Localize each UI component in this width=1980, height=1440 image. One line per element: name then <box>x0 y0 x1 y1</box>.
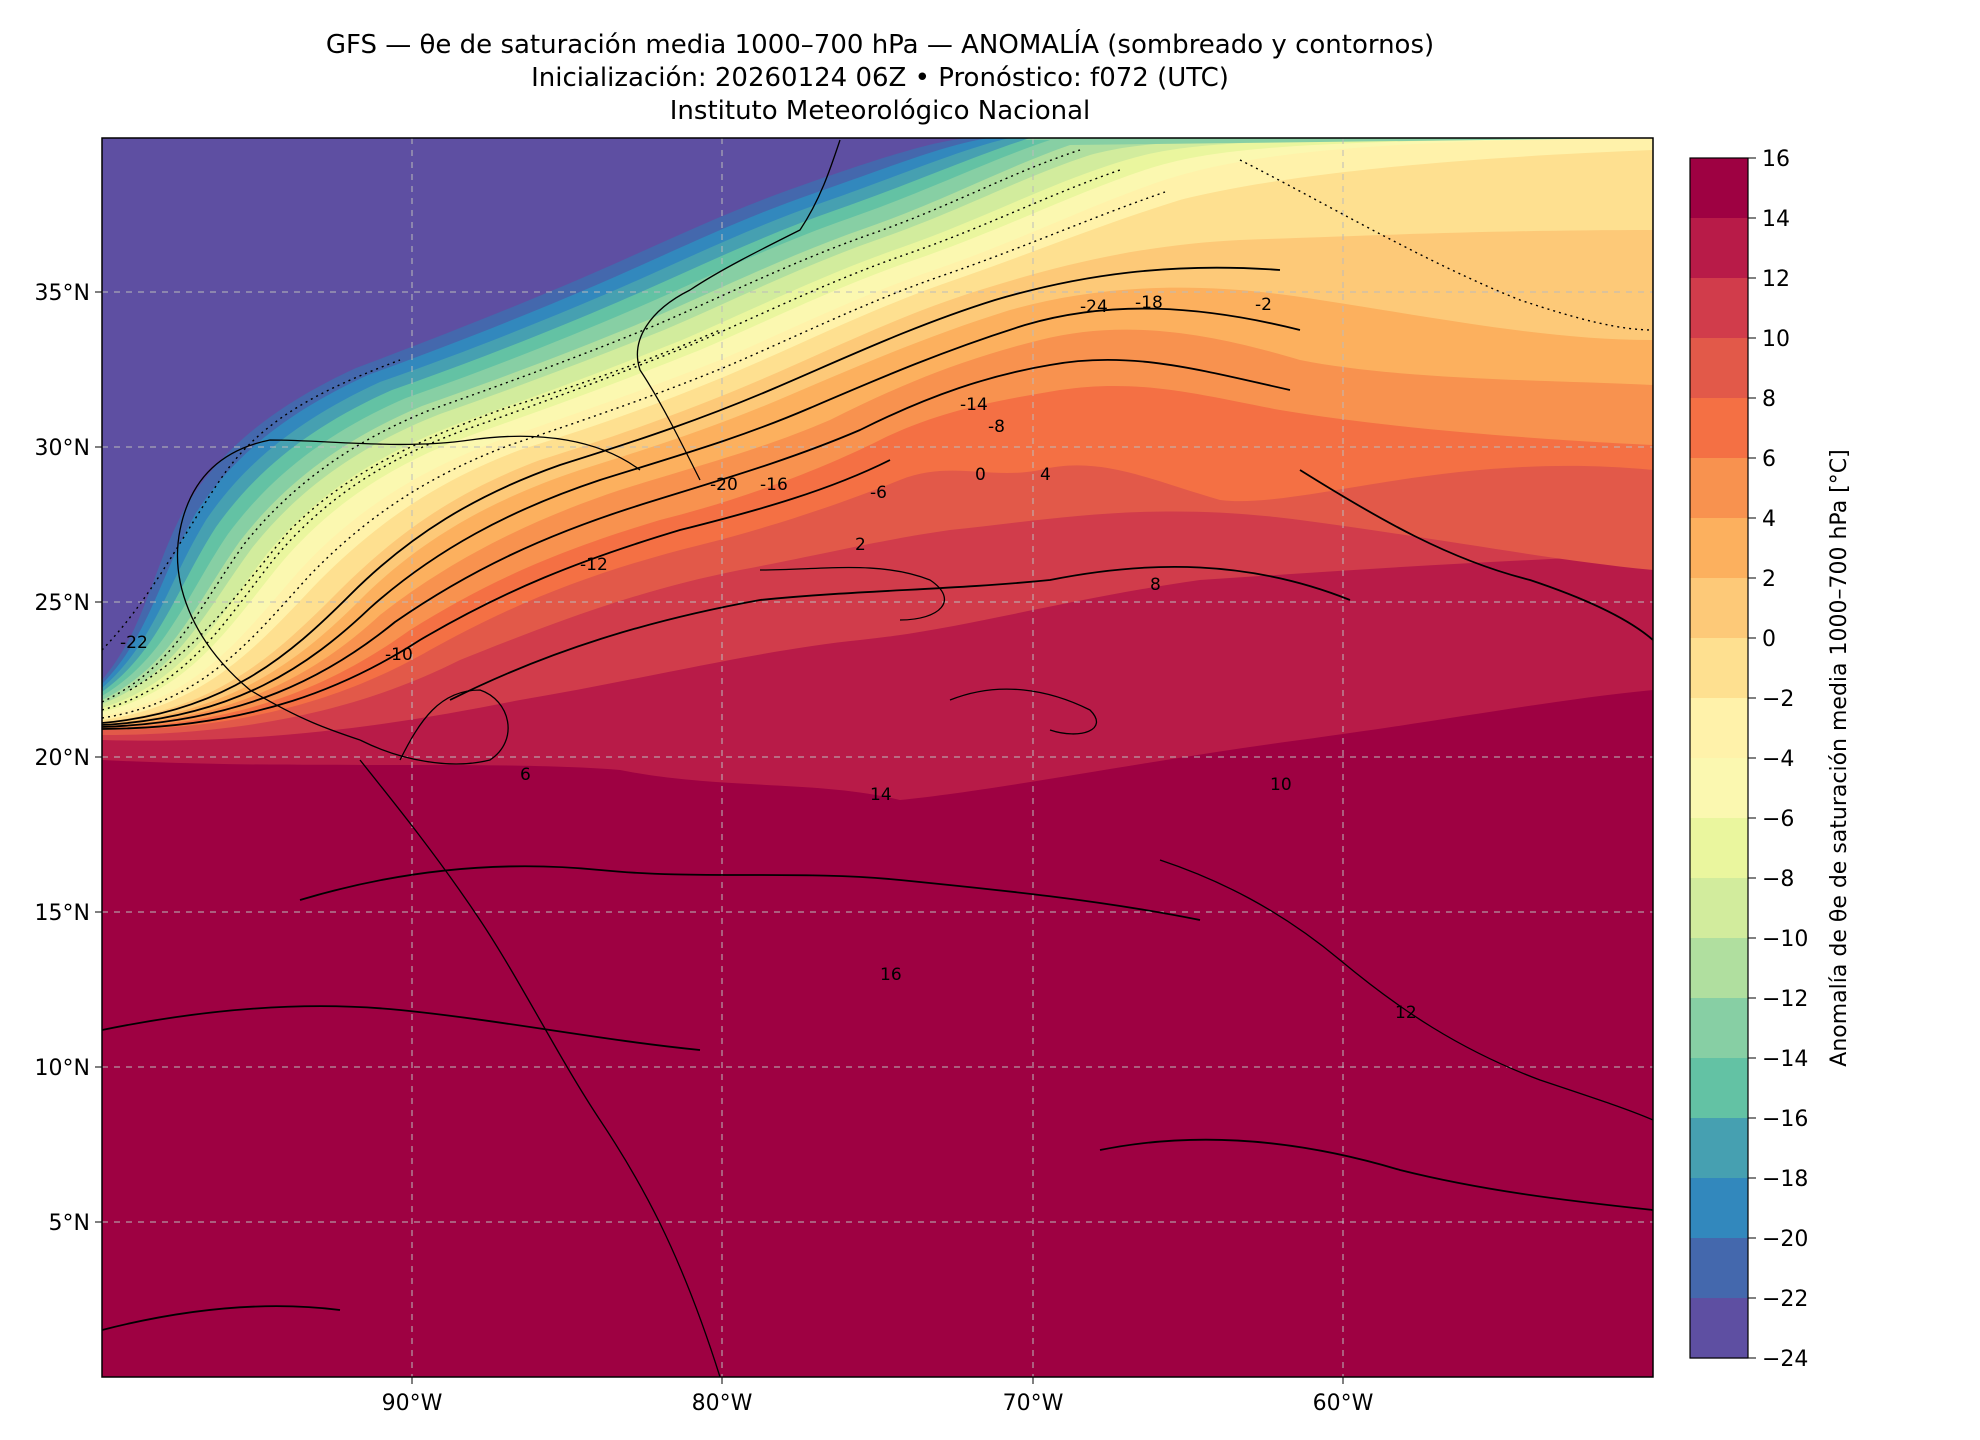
contour-label-6: 6 <box>520 765 531 785</box>
colorbar-tick-label: −8 <box>1762 867 1794 892</box>
colorbar-segment <box>1690 578 1748 639</box>
colorbar-tick-label: −20 <box>1762 1227 1808 1252</box>
colorbar-segment <box>1690 1118 1748 1179</box>
colorbar-tick-label: −14 <box>1762 1047 1808 1072</box>
lat-tick-5n: 5°N <box>49 1211 90 1236</box>
contour-labels: -24 -22 -20 -18 -16 -14 -12 -10 -8 -6 -2… <box>120 293 1417 1023</box>
contour-label-neg10: -10 <box>385 645 413 665</box>
colorbar-segment <box>1690 1058 1748 1119</box>
colorbar-segment <box>1690 998 1748 1059</box>
contour-label-neg18: -18 <box>1135 293 1163 313</box>
colorbar-tick-label: −22 <box>1762 1287 1808 1312</box>
colorbar-segment <box>1690 1178 1748 1239</box>
lon-ticks: 90°W 80°W 70°W 60°W <box>382 1377 1374 1416</box>
colorbar-tick-label: 12 <box>1762 267 1790 292</box>
contour-label-neg16: -16 <box>760 475 788 495</box>
colorbar-tick-label: −10 <box>1762 927 1808 952</box>
colorbar-tick-label: 14 <box>1762 207 1790 232</box>
positive-contours <box>102 266 1653 1331</box>
colorbar-segment <box>1690 938 1748 999</box>
contour-label-10: 10 <box>1270 775 1292 795</box>
colorbar-segment <box>1690 758 1748 819</box>
contour-label-14: 14 <box>870 785 892 805</box>
gridlines <box>102 138 1653 1377</box>
colorbar-segment <box>1690 338 1748 399</box>
colorbar-segment <box>1690 818 1748 879</box>
map-area: -24 -22 -20 -18 -16 -14 -12 -10 -8 -6 -2… <box>102 138 1653 1377</box>
contour-label-8: 8 <box>1150 575 1161 595</box>
map-institution: Instituto Meteorológico Nacional <box>669 96 1091 126</box>
colorbar-segment <box>1690 458 1748 519</box>
colorbar-tick-label: −16 <box>1762 1107 1808 1132</box>
colorbar-tick-label: −2 <box>1762 687 1794 712</box>
colorbar-segment <box>1690 878 1748 939</box>
colorbar-tick-label: −4 <box>1762 747 1794 772</box>
colorbar-segment <box>1690 158 1748 219</box>
map-title: GFS — θe de saturación media 1000–700 hP… <box>325 30 1435 60</box>
colorbar-tick-label: 6 <box>1762 447 1776 472</box>
lat-tick-35n: 35°N <box>35 281 90 306</box>
lat-tick-10n: 10°N <box>35 1056 90 1081</box>
band-neg22 <box>102 138 970 680</box>
contour-label-0: 0 <box>975 465 986 485</box>
colorbar-tick-label: 10 <box>1762 327 1790 352</box>
colorbar-segment <box>1690 698 1748 759</box>
lat-tick-25n: 25°N <box>35 591 90 616</box>
colorbar-tick-label: −24 <box>1762 1347 1808 1372</box>
colorbar-segment <box>1690 518 1748 579</box>
colorbar-segment <box>1690 1298 1748 1359</box>
contour-label-neg22: -22 <box>120 633 148 653</box>
colorbar-segment <box>1690 218 1748 279</box>
colorbar: 16 14 12 10 8 6 4 2 0 −2 −4 −6 −8 −10 −12 −14 −16 −18 −20 −… <box>1689 147 1852 1372</box>
contour-label-4: 4 <box>1040 465 1051 485</box>
colorbar-tick-label: 4 <box>1762 507 1776 532</box>
lon-tick-80w: 80°W <box>692 1391 753 1416</box>
contour-label-16: 16 <box>880 965 902 985</box>
colorbar-segment <box>1690 638 1748 699</box>
negative-contours <box>102 149 1653 719</box>
lat-tick-20n: 20°N <box>35 746 90 771</box>
colorbar-tick-label: 0 <box>1762 627 1776 652</box>
coastlines <box>176 139 1653 1377</box>
lat-ticks: 35°N 30°N 25°N 20°N 15°N 10°N 5°N <box>35 281 102 1236</box>
contour-label-neg2: -2 <box>1255 295 1272 315</box>
contour-label-neg14: -14 <box>960 395 988 415</box>
lat-tick-15n: 15°N <box>35 901 90 926</box>
lon-tick-70w: 70°W <box>1003 1391 1064 1416</box>
contour-label-neg24: -24 <box>1080 297 1108 317</box>
colorbar-segment <box>1690 278 1748 339</box>
contour-label-12: 12 <box>1395 1003 1417 1023</box>
colorbar-tick-label: 2 <box>1762 567 1776 592</box>
contour-label-2: 2 <box>855 535 866 555</box>
colorbar-tick-label: −12 <box>1762 987 1808 1012</box>
colorbar-label: Anomalía de θe de saturación media 1000–… <box>1827 449 1852 1066</box>
contour-label-neg12: -12 <box>580 555 608 575</box>
colorbar-tick-label: −18 <box>1762 1167 1808 1192</box>
map-subtitle: Inicialización: 20260124 06Z • Pronóstic… <box>531 63 1229 93</box>
lon-tick-90w: 90°W <box>382 1391 443 1416</box>
lat-tick-30n: 30°N <box>35 436 90 461</box>
colorbar-tick-label: 16 <box>1762 147 1790 172</box>
colorbar-segment <box>1690 1238 1748 1299</box>
colorbar-tick-label: −6 <box>1762 807 1794 832</box>
contour-label-neg8: -8 <box>988 417 1005 437</box>
colorbar-tick-label: 8 <box>1762 387 1776 412</box>
contour-label-neg6: -6 <box>870 483 887 503</box>
contour-label-neg20: -20 <box>710 475 738 495</box>
lon-tick-60w: 60°W <box>1313 1391 1374 1416</box>
colorbar-segment <box>1690 398 1748 459</box>
